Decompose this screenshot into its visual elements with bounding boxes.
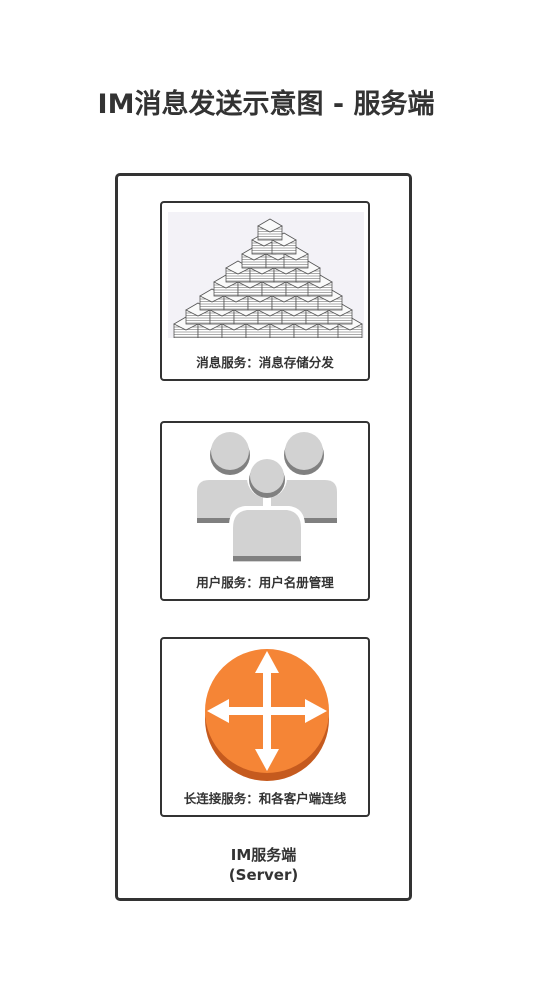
user-service-label: 用户服务：用户名册管理 xyxy=(196,575,334,590)
user-service-card: 用户服务：用户名册管理 xyxy=(160,421,370,601)
server-label: IM服务端 (Server) xyxy=(115,845,412,885)
document-stack-icon xyxy=(168,212,364,338)
server-label-line1: IM服务端 xyxy=(230,846,297,864)
connection-service-card: 长连接服务：和各客户端连线 xyxy=(160,637,370,817)
message-service-card: 消息服务：消息存储分发 xyxy=(160,201,370,381)
message-service-label: 消息服务：消息存储分发 xyxy=(196,355,334,370)
server-container xyxy=(115,173,412,901)
server-label-line2: (Server) xyxy=(228,866,299,884)
router-icon xyxy=(205,649,329,781)
diagram-title: IM消息发送示意图 - 服务端 xyxy=(97,89,435,120)
connection-service-label: 长连接服务：和各客户端连线 xyxy=(183,791,347,806)
users-group-icon xyxy=(197,432,337,562)
